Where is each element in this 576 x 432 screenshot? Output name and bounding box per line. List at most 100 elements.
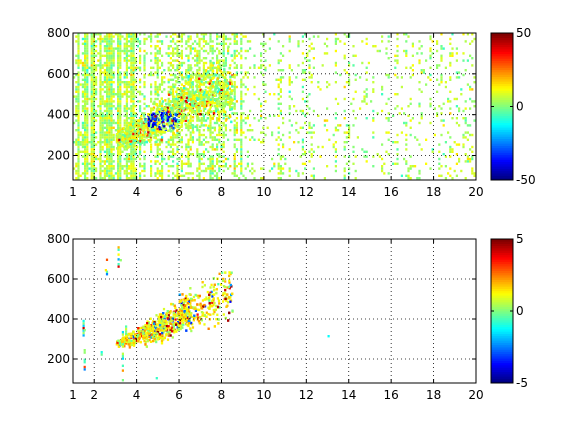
heatmap-cell (235, 49, 238, 53)
heatmap-cell (77, 37, 80, 41)
heatmap-cell (161, 102, 164, 105)
heatmap-cell (189, 95, 192, 98)
heatmap-cell (442, 153, 445, 156)
heatmap-cell (97, 114, 100, 117)
heatmap-cell (442, 119, 445, 122)
heatmap-cell (235, 117, 238, 120)
heatmap-cell (189, 37, 192, 41)
heatmap-cell (81, 61, 84, 65)
heatmap-cell (403, 157, 406, 161)
heatmap-cell (222, 54, 225, 57)
heatmap-cell (235, 73, 238, 77)
heatmap-cell (156, 172, 159, 175)
heatmap-cell (167, 150, 170, 153)
heatmap-cell (125, 97, 128, 101)
heatmap-cell (86, 85, 89, 89)
heatmap-cell (75, 59, 78, 62)
heatmap-cell (132, 42, 135, 45)
heatmap-cell (90, 93, 93, 96)
heatmap-cell (242, 131, 245, 134)
heatmap-cell (288, 83, 291, 86)
heatmap-cell (240, 42, 243, 45)
heatmap-cell (240, 100, 243, 103)
heatmap-cell (187, 78, 190, 81)
heatmap-cell (279, 76, 282, 79)
heatmap-cell (114, 33, 117, 36)
heatmap-cell (187, 95, 190, 98)
heatmap-cell (466, 59, 469, 62)
heatmap-cell (240, 93, 243, 96)
heatmap-cell (106, 71, 109, 74)
heatmap-cell (128, 177, 131, 180)
heatmap-cell (92, 165, 95, 168)
heatmap-cell (180, 71, 183, 74)
heatmap-cell (130, 155, 133, 158)
heatmap-cell (253, 76, 256, 79)
heatmap-cell (240, 102, 243, 105)
heatmap-cell (117, 42, 120, 45)
heatmap-cell (128, 40, 131, 43)
heatmap-cell (372, 109, 375, 113)
heatmap-cell (90, 160, 93, 163)
heatmap-cell (90, 153, 93, 156)
heatmap-cell (75, 143, 78, 146)
heatmap-cell (156, 126, 159, 129)
heatmap-cell (202, 153, 205, 156)
heatmap-cell (433, 133, 436, 137)
heatmap-cell (77, 95, 80, 98)
heatmap-cell (95, 119, 98, 122)
heatmap-cell (308, 64, 311, 67)
heatmap-cell (438, 157, 441, 161)
heatmap-cell (209, 37, 212, 41)
heatmap-cell (106, 174, 109, 177)
heatmap-cell (77, 145, 80, 149)
heatmap-cell (114, 129, 117, 132)
heatmap-cell (108, 109, 111, 113)
heatmap-cell (337, 124, 340, 127)
heatmap-cell (438, 64, 441, 67)
heatmap-cell (205, 167, 208, 170)
heatmap-cell (264, 69, 267, 72)
heatmap-cell (260, 59, 263, 62)
heatmap-cell (396, 37, 399, 41)
heatmap-cell (84, 93, 87, 96)
heatmap-cell (172, 129, 175, 132)
heatmap-cell (442, 102, 445, 105)
heatmap-cell (90, 76, 93, 79)
heatmap-cell (260, 54, 263, 57)
heatmap-cell (125, 52, 128, 55)
heatmap-cell (161, 40, 164, 43)
heatmap-cell (359, 76, 362, 79)
heatmap-cell (218, 61, 221, 65)
heatmap-cell (422, 71, 425, 74)
heatmap-cell (176, 49, 179, 53)
heatmap-cell (211, 49, 214, 53)
heatmap-cell (394, 59, 397, 62)
heatmap-cell (198, 57, 201, 60)
heatmap-cell (304, 114, 307, 117)
heatmap-cell (169, 64, 172, 67)
heatmap-cell (169, 150, 172, 153)
heatmap-cell (466, 155, 469, 158)
heatmap-cell (240, 131, 243, 134)
heatmap-cell (77, 112, 80, 115)
heatmap-cell (306, 54, 309, 57)
heatmap-cell (242, 174, 245, 177)
heatmap-cell (176, 69, 179, 72)
heatmap-cell (207, 42, 210, 45)
heatmap-cell (150, 172, 153, 175)
heatmap-cell (101, 71, 104, 74)
heatmap-cell (106, 35, 109, 38)
heatmap-cell (176, 141, 179, 144)
heatmap-cell (86, 102, 89, 105)
heatmap-cell (222, 47, 225, 50)
heatmap-cell (86, 150, 89, 153)
heatmap-cell (178, 126, 181, 129)
heatmap-cell (132, 150, 135, 153)
heatmap-cell (361, 148, 364, 151)
heatmap-cell (156, 40, 159, 43)
heatmap-cell (128, 95, 131, 98)
heatmap-cell (156, 90, 159, 93)
heatmap-cell (110, 64, 113, 67)
